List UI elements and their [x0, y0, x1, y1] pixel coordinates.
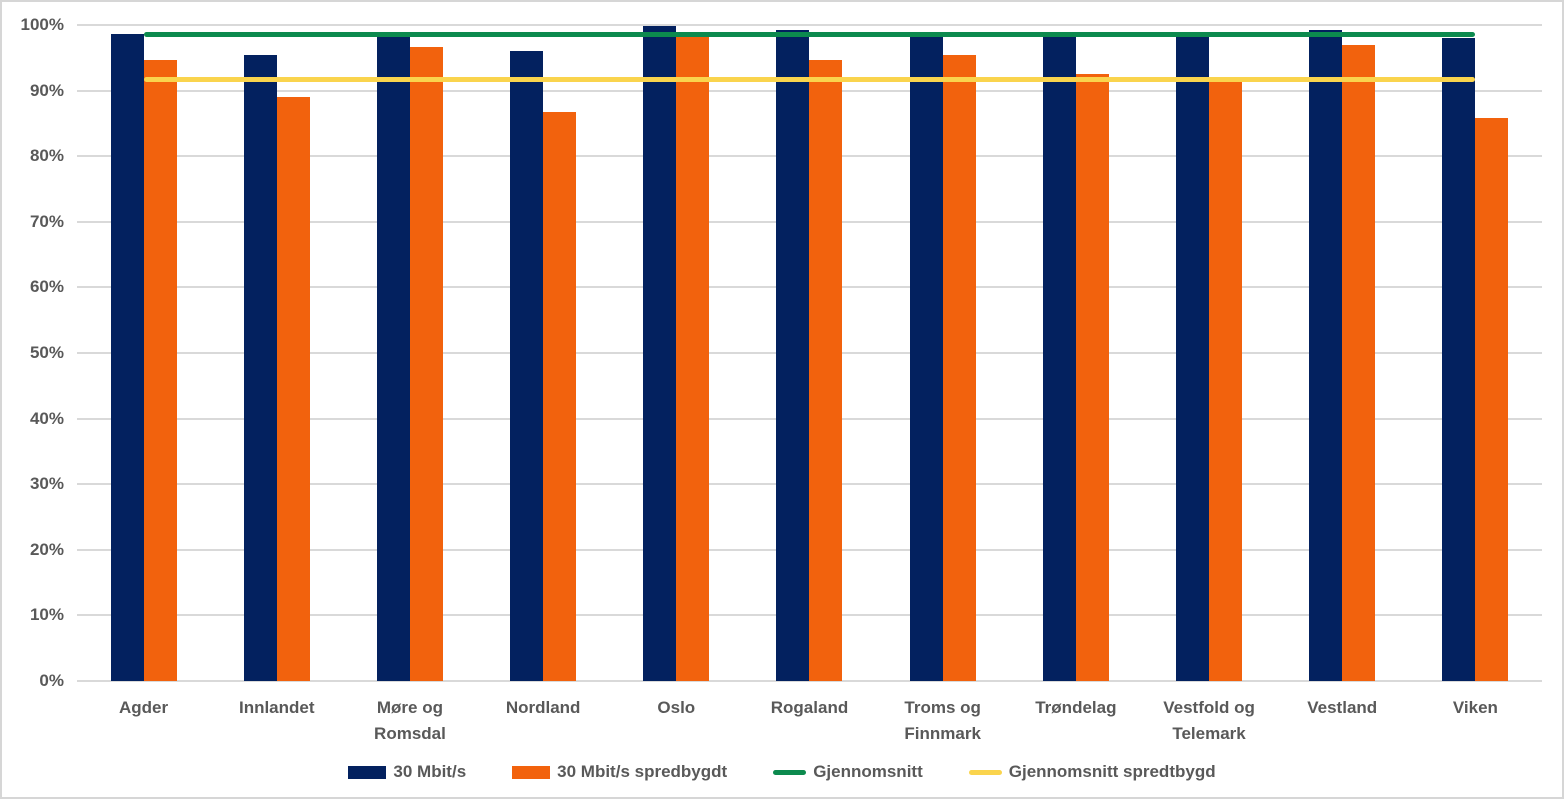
- x-category-label-line: Agder: [119, 698, 169, 717]
- bar-30-mbit-s-spredbygdt-rogaland: [809, 59, 843, 681]
- bar-30-mbit-s-spredbygdt-troms-og-finnmark: [942, 54, 976, 681]
- legend-label-gjennomsnitt: Gjennomsnitt: [813, 762, 923, 781]
- x-category-label-vestland: Vestland: [1276, 695, 1409, 721]
- bar-30-mbit-s-spredbygdt-vestfold-og-telemark: [1209, 77, 1243, 681]
- bar-30-mbit-s-viken: [1442, 38, 1476, 681]
- x-category-label-line: Møre og: [376, 698, 443, 717]
- bar-30-mbit-s-troms-og-finnmark: [909, 36, 943, 681]
- bar-30-mbit-s-spredbygdt-nordland: [543, 111, 577, 681]
- bar-group-innlandet: [210, 25, 343, 681]
- bar-30-mbit-s-spredbygdt-tr-ndelag: [1075, 74, 1109, 681]
- bar-30-mbit-s-m-re-og-romsdal: [376, 31, 410, 681]
- bar-30-mbit-s-spredbygdt-m-re-og-romsdal: [409, 47, 443, 681]
- x-category-label-line: Oslo: [657, 698, 696, 717]
- bar-30-mbit-s-agder: [110, 33, 144, 681]
- legend-swatch-30-mbit-s-spredbygdt: [512, 765, 551, 779]
- bar-30-mbit-s-spredbygdt-viken: [1475, 118, 1509, 681]
- y-tick-label-60: 60%: [29, 277, 64, 297]
- y-tick-label-10: 10%: [29, 605, 64, 625]
- bar-group-vestland: [1276, 25, 1409, 681]
- bar-group-oslo: [610, 25, 743, 681]
- bar-30-mbit-s-tr-ndelag: [1042, 36, 1076, 681]
- bar-group-rogaland: [743, 25, 876, 681]
- x-category-label-line: Nordland: [505, 698, 581, 717]
- bar-30-mbit-s-oslo: [643, 26, 677, 681]
- legend-swatch-gjennomsnitt-spredtbygd: [968, 769, 1002, 775]
- bar-30-mbit-s-vestfold-og-telemark: [1176, 36, 1210, 681]
- y-tick-label-50: 50%: [29, 343, 64, 362]
- x-category-label-line: Vestland: [1307, 698, 1378, 717]
- bar-group-tr-ndelag: [1009, 25, 1142, 681]
- x-category-label-line: Troms og: [904, 698, 981, 717]
- legend-label-30-mbit-s: 30 Mbit/s: [393, 762, 467, 781]
- x-category-label-nordland: Nordland: [477, 695, 610, 721]
- x-category-label-viken: Viken: [1409, 695, 1542, 721]
- plot-area: [77, 24, 1542, 682]
- bar-group-viken: [1409, 25, 1542, 681]
- x-category-label-troms-og-finnmark: Troms og Finnmark: [876, 695, 1009, 747]
- y-tick-label-40: 40%: [29, 408, 64, 428]
- x-category-label-m-re-og-romsdal: Møre og Romsdal: [343, 695, 476, 747]
- legend-item-30-mbit-s: 30 Mbit/s: [348, 762, 466, 782]
- y-tick-label-90: 90%: [29, 80, 64, 100]
- x-category-label-line: Innlandet: [238, 698, 315, 717]
- y-axis-labels: 0% 10% 20% 30% 40% 50% 60% 70% 80% 90% 100%: [2, 15, 64, 690]
- x-category-label-tr-ndelag: Trøndelag: [1009, 695, 1142, 721]
- bar-30-mbit-s-spredbygdt-vestland: [1342, 44, 1376, 681]
- x-category-label-line: Finnmark: [904, 724, 981, 743]
- legend-swatch-30-mbit-s: [348, 765, 387, 779]
- avg-line-gjennomsnitt-spredtbygd: [143, 76, 1476, 82]
- y-tick-label-20: 20%: [29, 539, 64, 559]
- legend-label-gjennomsnitt-spredtbygd: Gjennomsnitt spredtbygd: [1008, 762, 1216, 781]
- legend-item-gjennomsnitt-spredtbygd: Gjennomsnitt spredtbygd: [968, 762, 1216, 782]
- bar-group-agder: [77, 25, 210, 681]
- x-axis-labels: Agder Innlandet Møre og Romsdal Nordland Oslo…: [77, 695, 1542, 755]
- y-tick-label-100: 100%: [20, 15, 64, 34]
- bar-30-mbit-s-innlandet: [243, 55, 277, 681]
- bar-group-nordland: [477, 25, 610, 681]
- legend: 30 Mbit/s 30 Mbit/s spredbygdt Gjennomsnit…: [2, 754, 1562, 790]
- x-category-label-agder: Agder: [77, 695, 210, 721]
- gridline-100: [77, 24, 1542, 26]
- legend-item-gjennomsnitt: Gjennomsnitt: [773, 762, 923, 782]
- bar-30-mbit-s-rogaland: [776, 30, 810, 681]
- legend-swatch-gjennomsnitt: [773, 769, 807, 775]
- y-tick-label-70: 70%: [29, 211, 64, 231]
- x-category-label-line: Viken: [1452, 698, 1498, 717]
- bar-30-mbit-s-spredbygdt-oslo: [676, 36, 710, 681]
- x-category-label-line: Rogaland: [770, 698, 849, 717]
- avg-line-gjennomsnitt: [143, 32, 1476, 38]
- bar-group-vestfold-og-telemark: [1142, 25, 1275, 681]
- legend-item-30-mbit-s-spredbygdt: 30 Mbit/s spredbygdt: [512, 762, 727, 782]
- bar-30-mbit-s-vestland: [1309, 30, 1343, 681]
- bar-30-mbit-s-nordland: [510, 50, 544, 681]
- x-category-label-oslo: Oslo: [610, 695, 743, 721]
- bar-30-mbit-s-spredbygdt-innlandet: [276, 97, 310, 681]
- bar-group-m-re-og-romsdal: [343, 25, 476, 681]
- y-tick-label-0: 0%: [39, 671, 64, 690]
- y-tick-label-80: 80%: [29, 146, 64, 166]
- bar-30-mbit-s-spredbygdt-agder: [143, 60, 177, 681]
- x-category-label-vestfold-og-telemark: Vestfold og Telemark: [1142, 695, 1275, 747]
- x-category-label-line: Romsdal: [374, 724, 446, 743]
- gridline-0: [77, 680, 1542, 682]
- x-category-label-line: Telemark: [1172, 724, 1246, 743]
- x-category-label-line: Vestfold og: [1163, 698, 1255, 717]
- legend-label-30-mbit-s-spredbygdt: 30 Mbit/s spredbygdt: [557, 762, 728, 781]
- y-tick-label-30: 30%: [29, 474, 64, 494]
- bar-group-troms-og-finnmark: [876, 25, 1009, 681]
- x-category-label-innlandet: Innlandet: [210, 695, 343, 721]
- x-category-label-line: Trøndelag: [1035, 698, 1117, 717]
- x-category-label-rogaland: Rogaland: [743, 695, 876, 721]
